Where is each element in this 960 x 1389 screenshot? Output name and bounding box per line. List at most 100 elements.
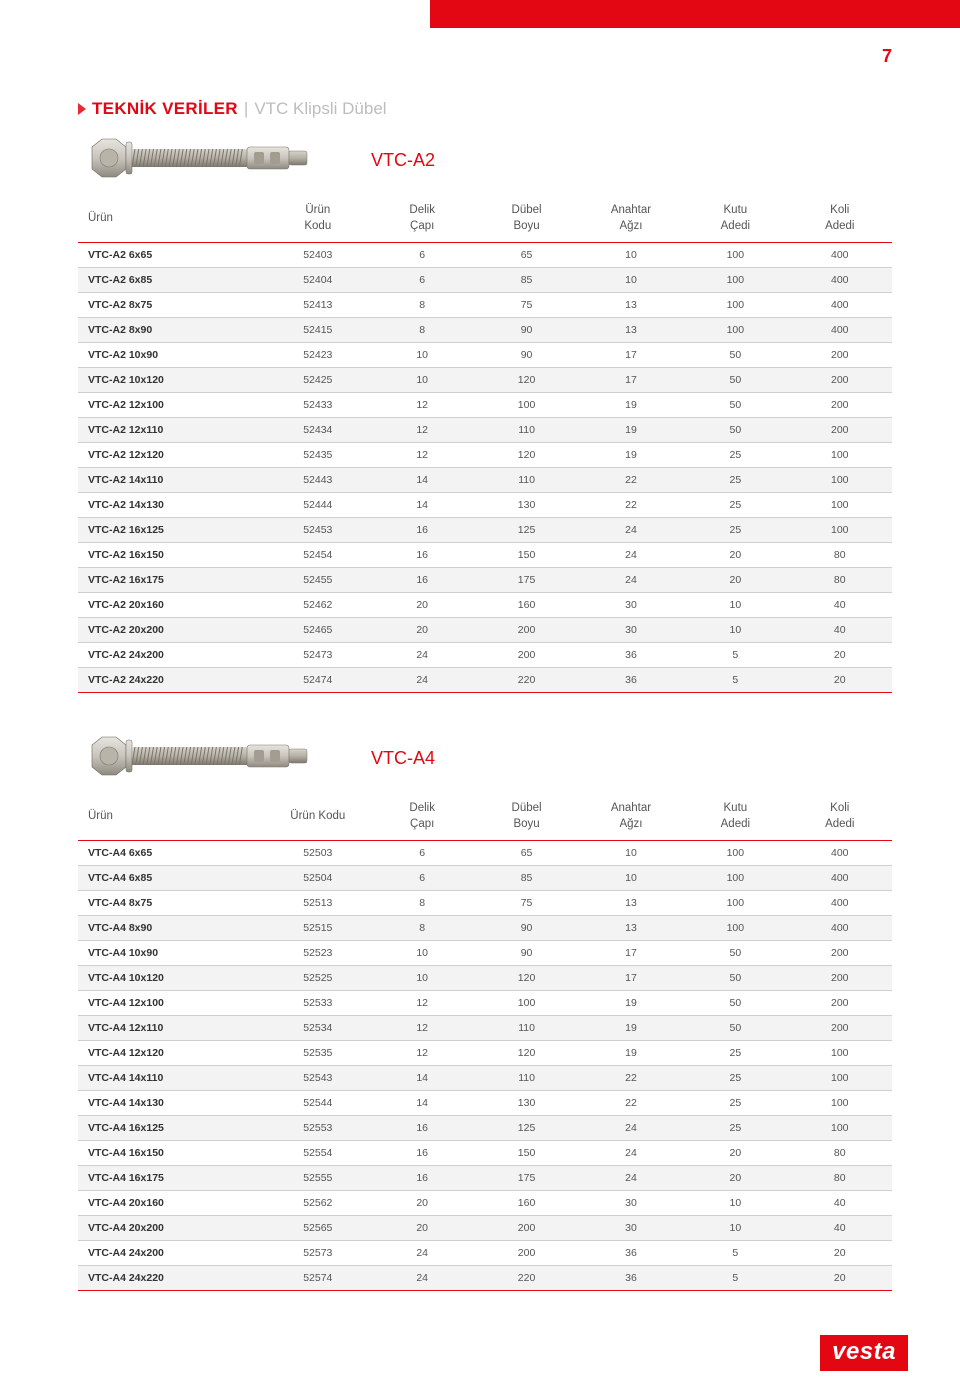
value-cell: 160 (474, 1191, 578, 1216)
value-cell: 17 (579, 368, 683, 393)
value-cell: 24 (579, 1116, 683, 1141)
table-row: VTC-A2 14x13052444141302225100 (78, 493, 892, 518)
value-cell: 52462 (266, 593, 370, 618)
value-cell: 52474 (266, 668, 370, 693)
section-title-separator: | (244, 99, 248, 119)
value-cell: 52465 (266, 618, 370, 643)
product-name-cell: VTC-A2 24x220 (78, 668, 266, 693)
value-cell: 100 (788, 468, 892, 493)
table-row: VTC-A4 16x1505255416150242080 (78, 1141, 892, 1166)
value-cell: 17 (579, 941, 683, 966)
value-cell: 52473 (266, 643, 370, 668)
column-header: KutuAdedi (683, 193, 787, 243)
value-cell: 10 (579, 866, 683, 891)
value-cell: 25 (683, 443, 787, 468)
value-cell: 100 (683, 891, 787, 916)
table-row: VTC-A4 16x12552553161252425100 (78, 1116, 892, 1141)
value-cell: 52535 (266, 1041, 370, 1066)
value-cell: 20 (370, 1191, 474, 1216)
product-name-cell: VTC-A2 10x90 (78, 343, 266, 368)
product-name-cell: VTC-A2 24x200 (78, 643, 266, 668)
value-cell: 19 (579, 393, 683, 418)
value-cell: 30 (579, 618, 683, 643)
value-cell: 52453 (266, 518, 370, 543)
value-cell: 175 (474, 568, 578, 593)
column-header: ÜrünKodu (266, 193, 370, 243)
value-cell: 24 (370, 1266, 474, 1291)
product-name-cell: VTC-A4 24x200 (78, 1241, 266, 1266)
column-header: DelikÇapı (370, 193, 474, 243)
value-cell: 6 (370, 268, 474, 293)
value-cell: 50 (683, 368, 787, 393)
value-cell: 20 (788, 668, 892, 693)
top-accent-fill (430, 0, 960, 28)
table-row: VTC-A2 8x755241387513100400 (78, 293, 892, 318)
value-cell: 200 (788, 368, 892, 393)
value-cell: 100 (683, 916, 787, 941)
product-name-cell: VTC-A4 8x90 (78, 916, 266, 941)
value-cell: 52515 (266, 916, 370, 941)
value-cell: 20 (683, 1166, 787, 1191)
value-cell: 10 (370, 368, 474, 393)
value-cell: 200 (788, 941, 892, 966)
value-cell: 24 (579, 1141, 683, 1166)
value-cell: 10 (683, 1216, 787, 1241)
value-cell: 100 (788, 1116, 892, 1141)
value-cell: 110 (474, 468, 578, 493)
column-header: KoliAdedi (788, 791, 892, 841)
value-cell: 20 (683, 1141, 787, 1166)
product-name-cell: VTC-A2 20x160 (78, 593, 266, 618)
table-row: VTC-A4 14x11052543141102225100 (78, 1066, 892, 1091)
value-cell: 10 (683, 618, 787, 643)
value-cell: 20 (683, 543, 787, 568)
product-name-cell: VTC-A2 6x85 (78, 268, 266, 293)
value-cell: 110 (474, 1066, 578, 1091)
product-name-cell: VTC-A2 8x75 (78, 293, 266, 318)
value-cell: 65 (474, 243, 578, 268)
product-name-cell: VTC-A4 10x90 (78, 941, 266, 966)
column-header: AnahtarAğzı (579, 791, 683, 841)
table-row: VTC-A2 14x11052443141102225100 (78, 468, 892, 493)
value-cell: 100 (788, 1091, 892, 1116)
value-cell: 52543 (266, 1066, 370, 1091)
value-cell: 24 (370, 1241, 474, 1266)
value-cell: 400 (788, 916, 892, 941)
value-cell: 52415 (266, 318, 370, 343)
value-cell: 50 (683, 966, 787, 991)
value-cell: 10 (370, 966, 474, 991)
value-cell: 75 (474, 891, 578, 916)
value-cell: 52523 (266, 941, 370, 966)
value-cell: 20 (370, 593, 474, 618)
value-cell: 200 (788, 1016, 892, 1041)
table-row: VTC-A4 12x12052535121201925100 (78, 1041, 892, 1066)
value-cell: 5 (683, 1241, 787, 1266)
value-cell: 52435 (266, 443, 370, 468)
product-name-cell: VTC-A2 10x120 (78, 368, 266, 393)
value-cell: 10 (370, 941, 474, 966)
value-cell: 22 (579, 1066, 683, 1091)
table-row: VTC-A4 20x1605256220160301040 (78, 1191, 892, 1216)
value-cell: 10 (579, 243, 683, 268)
value-cell: 150 (474, 543, 578, 568)
value-cell: 52404 (266, 268, 370, 293)
value-cell: 50 (683, 1016, 787, 1041)
value-cell: 14 (370, 493, 474, 518)
value-cell: 85 (474, 268, 578, 293)
table-row: VTC-A2 12x10052433121001950200 (78, 393, 892, 418)
value-cell: 13 (579, 891, 683, 916)
table-row: VTC-A2 20x2005246520200301040 (78, 618, 892, 643)
page-number: 7 (0, 28, 960, 67)
value-cell: 12 (370, 418, 474, 443)
value-cell: 110 (474, 418, 578, 443)
value-cell: 52554 (266, 1141, 370, 1166)
brand-logo: vesta (820, 1335, 908, 1371)
value-cell: 16 (370, 1141, 474, 1166)
value-cell: 13 (579, 318, 683, 343)
value-cell: 10 (683, 593, 787, 618)
value-cell: 8 (370, 293, 474, 318)
product-name-cell: VTC-A4 12x100 (78, 991, 266, 1016)
table-row: VTC-A2 16x12552453161252425100 (78, 518, 892, 543)
value-cell: 20 (683, 568, 787, 593)
value-cell: 12 (370, 393, 474, 418)
value-cell: 85 (474, 866, 578, 891)
